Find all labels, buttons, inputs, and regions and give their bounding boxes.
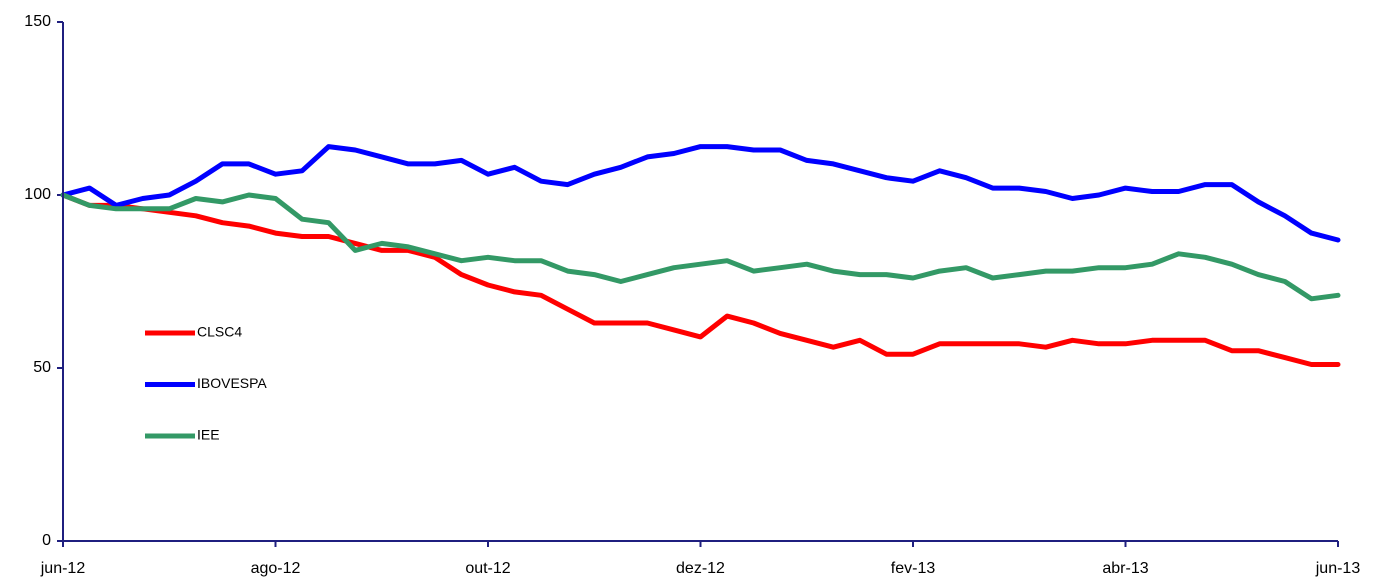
x-tick-label: fev-13 (891, 560, 936, 577)
series-line (60, 144, 1341, 243)
x-tick-label: dez-12 (676, 560, 725, 577)
x-tick-label: out-12 (465, 560, 510, 577)
y-tick-label: 150 (24, 13, 51, 30)
y-tick-label: 100 (24, 186, 51, 203)
x-tick-label: ago-12 (251, 560, 301, 577)
y-tick-label: 50 (33, 359, 51, 376)
series-line (60, 192, 1341, 367)
series-line (60, 192, 1341, 302)
legend-label: IBOVESPA (197, 375, 267, 391)
x-tick-label: jun-13 (1315, 560, 1361, 577)
y-tick-label: 0 (42, 532, 51, 549)
x-tick-label: abr-13 (1102, 560, 1148, 577)
legend-label: CLSC4 (197, 324, 242, 340)
x-tick-label: jun-12 (40, 560, 86, 577)
legend-label: IEE (197, 427, 220, 443)
